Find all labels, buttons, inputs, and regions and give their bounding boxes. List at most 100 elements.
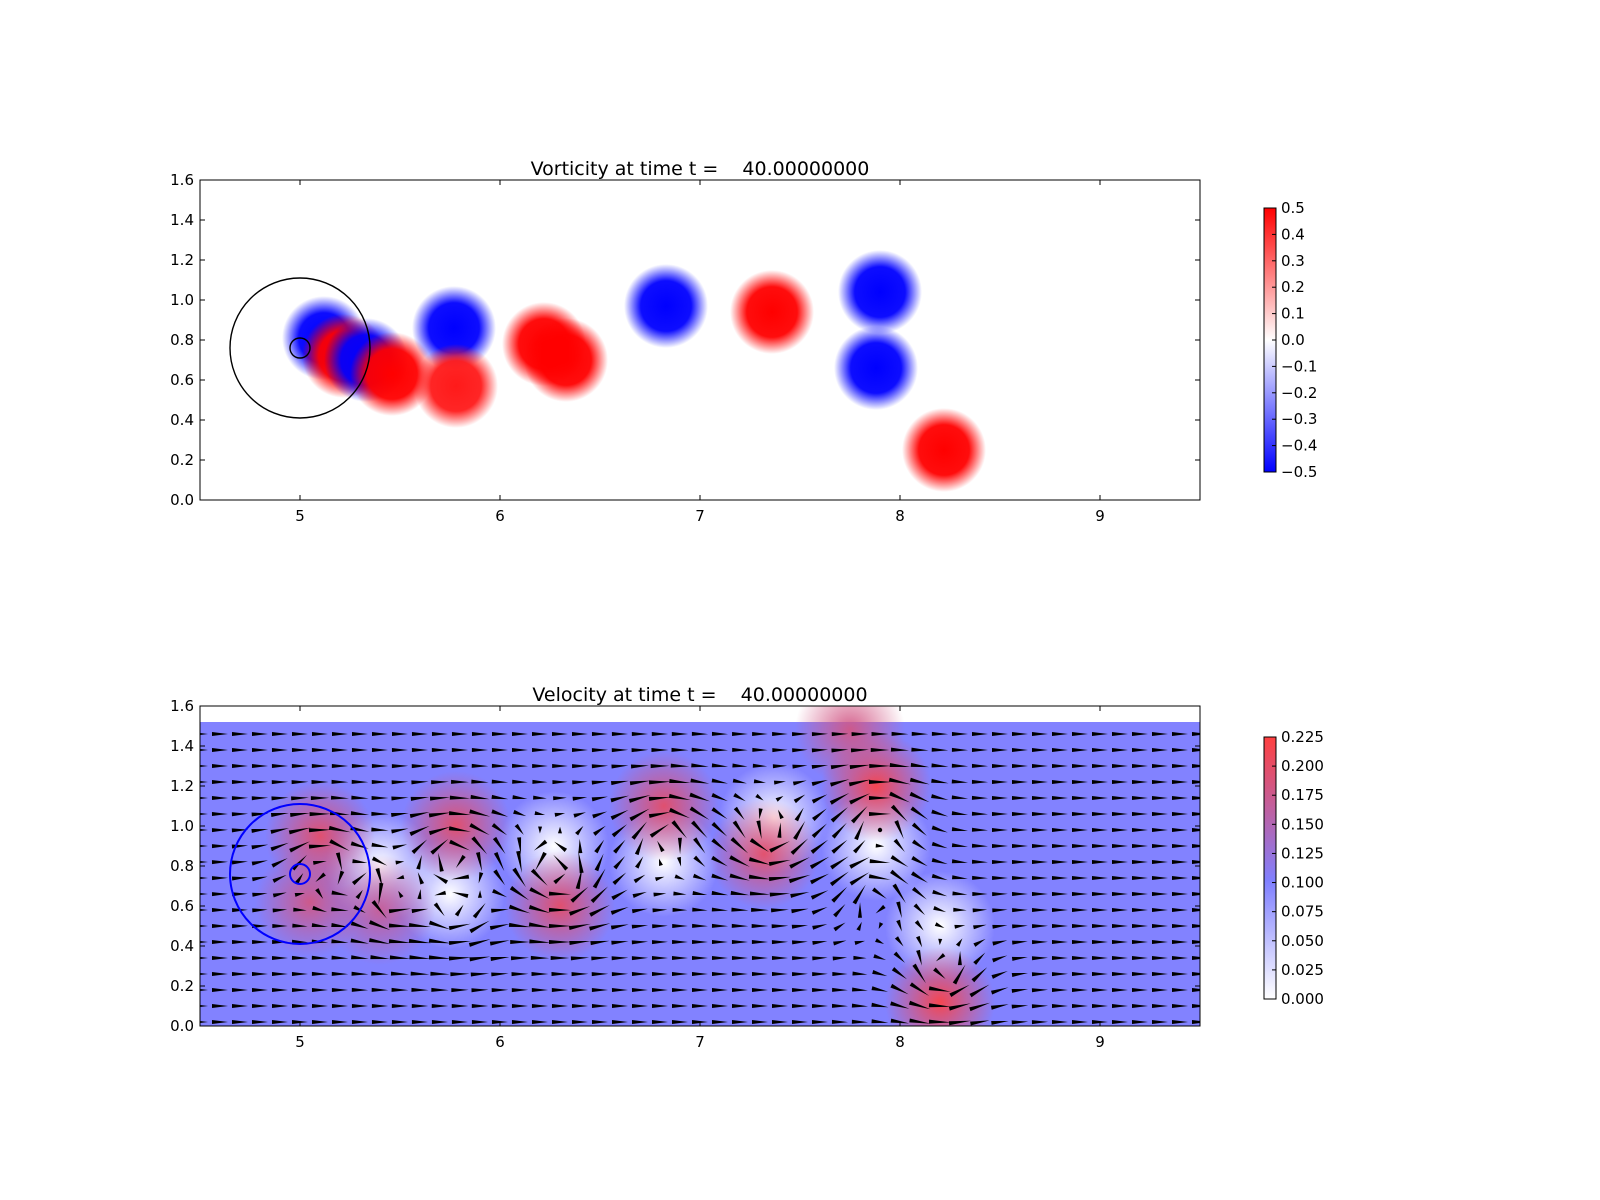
- quiver-arrow: [448, 923, 471, 931]
- quiver-arrow: [312, 905, 328, 913]
- quiver-arrow: [531, 1020, 549, 1024]
- quiver-arrow: [1192, 956, 1200, 960]
- quiver-arrow: [551, 1004, 569, 1008]
- quiver-arrow: [1192, 1004, 1200, 1008]
- quiver-arrow: [411, 780, 429, 785]
- quiver-arrow: [832, 972, 848, 977]
- quiver-arrow: [1172, 908, 1188, 912]
- quiver-arrow: [971, 843, 988, 848]
- quiver-arrow: [534, 811, 546, 816]
- quiver-arrow: [252, 924, 268, 929]
- quiver-arrow: [711, 939, 729, 944]
- quiver-arrow: [231, 748, 249, 752]
- quiver-arrow: [411, 908, 429, 914]
- quiver-arrow: [1152, 748, 1168, 752]
- quiver-arrow: [890, 1001, 910, 1009]
- quiver-arrow: [470, 972, 490, 977]
- quiver-arrow: [631, 1004, 649, 1008]
- quiver-arrow: [1051, 956, 1068, 961]
- quiver-arrow: [232, 892, 248, 897]
- quiver-arrow: [711, 763, 729, 768]
- quiver-arrow: [1051, 1020, 1069, 1025]
- quiver-arrow: [792, 988, 808, 993]
- quiver-arrow: [370, 955, 390, 960]
- quiver-arrow: [391, 987, 409, 992]
- vorticity-title: Vorticity at time t = 40.00000000: [531, 158, 870, 180]
- quiver-arrow: [890, 747, 909, 752]
- quiver-arrow: [391, 732, 409, 736]
- colorbar-tick-label: 0.225: [1281, 728, 1324, 746]
- quiver-arrow: [231, 860, 248, 865]
- quiver-arrow: [1012, 876, 1028, 881]
- quiver-arrow: [331, 987, 349, 992]
- quiver-arrow: [831, 732, 849, 737]
- quiver-arrow: [969, 984, 990, 998]
- quiver-arrow: [811, 907, 828, 915]
- quiver-arrow: [1032, 924, 1048, 929]
- quiver-arrow: [1112, 812, 1128, 816]
- quiver-arrow: [610, 907, 629, 915]
- quiver-arrow: [371, 732, 389, 736]
- quiver-arrow: [533, 839, 548, 851]
- quiver-arrow: [1032, 828, 1048, 832]
- quiver-arrow: [589, 905, 610, 917]
- quiver-arrow: [491, 779, 509, 784]
- quiver-arrow: [711, 1004, 729, 1008]
- quiver-arrow: [913, 903, 926, 916]
- quiver-arrow: [1052, 780, 1068, 784]
- quiver-arrow: [892, 883, 906, 904]
- quiver-arrow: [1132, 1004, 1148, 1008]
- quiver-arrow: [431, 764, 449, 769]
- quiver-arrow: [1172, 892, 1188, 896]
- quiver-arrow: [510, 939, 530, 944]
- quiver-arrow: [711, 778, 729, 784]
- quiver-arrow: [271, 780, 289, 785]
- quiver-arrow: [1112, 876, 1128, 880]
- quiver-arrow: [591, 764, 609, 769]
- quiver-arrow: [1152, 924, 1168, 928]
- velocity-field: [200, 706, 1200, 1026]
- y-tick-label: 1.4: [170, 737, 194, 755]
- velocity-quiver: [200, 731, 1200, 1026]
- quiver-arrow: [771, 956, 789, 961]
- quiver-arrow: [553, 854, 569, 871]
- quiver-arrow: [578, 851, 584, 874]
- quiver-arrow: [671, 820, 688, 839]
- quiver-arrow: [832, 956, 848, 961]
- quiver-arrow: [1011, 748, 1029, 752]
- quiver-arrow: [431, 780, 449, 785]
- quiver-arrow: [1192, 844, 1200, 848]
- quiver-arrow: [291, 939, 308, 944]
- quiver-arrow: [371, 748, 389, 752]
- quiver-arrow: [652, 940, 668, 945]
- quiver-arrow: [931, 763, 949, 768]
- quiver-arrow: [909, 1018, 931, 1024]
- quiver-arrow: [775, 795, 784, 802]
- quiver-arrow: [272, 924, 288, 929]
- quiver-arrow: [291, 971, 309, 976]
- quiver-arrow: [791, 908, 809, 914]
- quiver-arrow: [669, 807, 691, 819]
- quiver-arrow: [1132, 972, 1148, 976]
- quiver-arrow: [611, 764, 629, 769]
- quiver-arrow: [510, 956, 529, 961]
- quiver-arrow: [751, 907, 769, 912]
- quiver-arrow: [792, 972, 808, 977]
- quiver-arrow: [990, 987, 1009, 995]
- quiver-arrow: [611, 956, 629, 961]
- quiver-arrow: [1031, 780, 1049, 784]
- quiver-arrow: [651, 956, 669, 961]
- quiver-arrow: [792, 764, 808, 769]
- quiver-arrow: [1112, 908, 1128, 912]
- quiver-arrow: [451, 747, 469, 752]
- quiver-arrow: [1112, 1004, 1128, 1008]
- quiver-arrow: [411, 764, 429, 769]
- quiver-arrow: [532, 763, 548, 768]
- quiver-arrow: [772, 988, 788, 993]
- quiver-arrow: [315, 872, 326, 882]
- quiver-arrow: [928, 1019, 951, 1024]
- quiver-arrow: [1012, 924, 1028, 929]
- quiver-arrow: [416, 854, 422, 870]
- quiver-arrow: [668, 793, 691, 801]
- quiver-arrow: [1132, 844, 1148, 848]
